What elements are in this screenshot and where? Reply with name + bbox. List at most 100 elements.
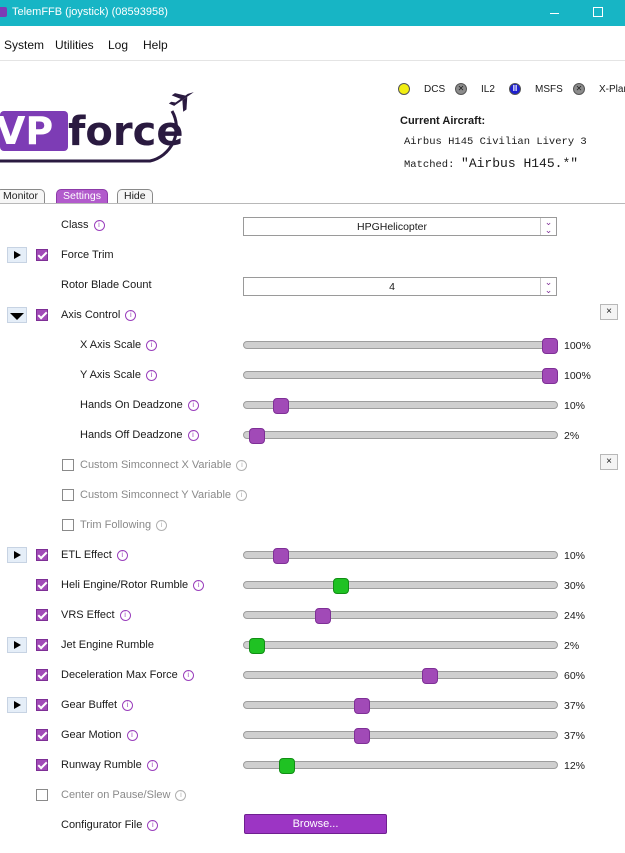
decel-checkbox[interactable] bbox=[36, 669, 48, 681]
browse-button[interactable]: Browse... bbox=[244, 814, 387, 834]
slider-handle[interactable] bbox=[272, 548, 289, 564]
info-icon[interactable]: i bbox=[193, 580, 205, 591]
expand-force-trim-button[interactable] bbox=[7, 247, 27, 263]
info-icon[interactable]: i bbox=[146, 340, 158, 351]
trim-following-checkbox[interactable] bbox=[62, 519, 74, 531]
slider-handle[interactable] bbox=[272, 398, 289, 414]
hands-on-label-wrap: Hands On Deadzone i bbox=[80, 399, 199, 411]
runway-label: Runway Rumble bbox=[61, 759, 142, 771]
heli-engine-checkbox[interactable] bbox=[36, 579, 48, 591]
matched-row: Matched: "Airbus H145.*" bbox=[404, 156, 578, 171]
tab-settings[interactable]: Settings bbox=[56, 189, 108, 203]
expand-gear-buffet-button[interactable] bbox=[7, 697, 27, 713]
slider-handle[interactable] bbox=[314, 608, 331, 624]
slider-handle[interactable] bbox=[278, 758, 295, 774]
maximize-button[interactable] bbox=[587, 2, 609, 22]
expand-jet-engine-button[interactable] bbox=[7, 637, 27, 653]
sim-dcs-indicator-icon bbox=[398, 83, 410, 95]
gear-buffet-slider[interactable] bbox=[243, 698, 558, 714]
info-icon[interactable]: i bbox=[187, 430, 199, 441]
x-axis-label-wrap: X Axis Scale i bbox=[80, 339, 158, 351]
info-icon[interactable]: i bbox=[146, 760, 158, 771]
etl-slider[interactable] bbox=[243, 548, 558, 564]
rotor-blade-dropdown[interactable]: 4 ⌄ ⌄ bbox=[243, 277, 557, 296]
menu-utilities[interactable]: Utilities bbox=[55, 38, 94, 52]
jet-engine-value: 2% bbox=[564, 640, 580, 652]
slider-handle[interactable] bbox=[542, 338, 558, 354]
menu-help[interactable]: Help bbox=[143, 38, 168, 52]
slider-handle[interactable] bbox=[248, 428, 265, 444]
slider-handle[interactable] bbox=[542, 368, 558, 384]
setting-row-hands-off: Hands Off Deadzone i 2% bbox=[0, 420, 625, 450]
gear-motion-checkbox[interactable] bbox=[36, 729, 48, 741]
heli-engine-slider[interactable] bbox=[243, 578, 558, 594]
collapse-axis-control-button[interactable] bbox=[7, 307, 27, 323]
info-icon[interactable]: i bbox=[175, 790, 187, 801]
slider-handle[interactable] bbox=[332, 578, 349, 594]
info-icon[interactable]: i bbox=[122, 700, 134, 711]
rotor-blade-label: Rotor Blade Count bbox=[61, 279, 152, 291]
expand-right-icon bbox=[14, 251, 21, 259]
hands-off-slider[interactable] bbox=[243, 428, 558, 444]
info-icon[interactable]: i bbox=[182, 670, 194, 681]
center-pause-checkbox[interactable] bbox=[36, 789, 48, 801]
jet-engine-label-wrap: Jet Engine Rumble bbox=[61, 639, 154, 651]
slider-track bbox=[243, 341, 558, 349]
logo-text-left: VP bbox=[0, 109, 53, 153]
x-axis-slider[interactable] bbox=[243, 338, 558, 354]
custom-y-checkbox[interactable] bbox=[62, 489, 74, 501]
info-icon[interactable]: i bbox=[119, 610, 131, 621]
menu-system[interactable]: System bbox=[4, 38, 45, 52]
slider-track bbox=[243, 431, 558, 439]
info-icon[interactable]: i bbox=[125, 310, 137, 321]
hands-on-slider[interactable] bbox=[243, 398, 558, 414]
sim-il2-label: IL2 bbox=[481, 84, 495, 95]
info-icon[interactable]: i bbox=[126, 730, 138, 741]
force-trim-checkbox[interactable] bbox=[36, 249, 48, 261]
etl-checkbox[interactable] bbox=[36, 549, 48, 561]
setting-row-center-pause: Center on Pause/Slew i bbox=[0, 780, 625, 810]
tab-hide[interactable]: Hide bbox=[117, 189, 153, 203]
info-icon[interactable]: i bbox=[187, 400, 199, 411]
setting-row-jet-engine: Jet Engine Rumble 2% bbox=[0, 630, 625, 660]
runway-checkbox[interactable] bbox=[36, 759, 48, 771]
jet-engine-slider[interactable] bbox=[243, 638, 558, 654]
slider-handle[interactable] bbox=[353, 728, 370, 744]
decel-label: Deceleration Max Force bbox=[61, 669, 178, 681]
runway-slider[interactable] bbox=[243, 758, 558, 774]
gear-buffet-label: Gear Buffet bbox=[61, 699, 118, 711]
info-icon[interactable]: i bbox=[236, 460, 248, 471]
jet-engine-checkbox[interactable] bbox=[36, 639, 48, 651]
setting-row-y-axis: Y Axis Scale i 100% bbox=[0, 360, 625, 390]
info-icon[interactable]: i bbox=[93, 220, 105, 231]
rotor-blade-dropdown-value: 4 bbox=[389, 281, 395, 293]
custom-x-reset-button[interactable]: × bbox=[600, 454, 618, 470]
info-icon[interactable]: i bbox=[156, 520, 168, 531]
y-axis-slider[interactable] bbox=[243, 368, 558, 384]
custom-x-checkbox[interactable] bbox=[62, 459, 74, 471]
info-icon[interactable]: i bbox=[116, 550, 128, 561]
expand-etl-button[interactable] bbox=[7, 547, 27, 563]
info-icon[interactable]: i bbox=[236, 490, 248, 501]
minimize-button[interactable] bbox=[544, 2, 566, 22]
gear-buffet-checkbox[interactable] bbox=[36, 699, 48, 711]
trim-following-label: Trim Following bbox=[80, 519, 152, 531]
menu-log[interactable]: Log bbox=[108, 38, 129, 52]
vrs-slider[interactable] bbox=[243, 608, 558, 624]
slider-handle[interactable] bbox=[422, 668, 439, 684]
slider-handle[interactable] bbox=[248, 638, 265, 654]
slider-track bbox=[243, 401, 558, 409]
class-dropdown-value: HPGHelicopter bbox=[356, 221, 428, 233]
info-icon[interactable]: i bbox=[145, 370, 157, 381]
gear-motion-slider[interactable] bbox=[243, 728, 558, 744]
axis-control-checkbox[interactable] bbox=[36, 309, 48, 321]
info-icon[interactable]: i bbox=[147, 820, 159, 831]
tab-monitor[interactable]: Monitor bbox=[0, 189, 46, 203]
vrs-checkbox[interactable] bbox=[36, 609, 48, 621]
class-dropdown[interactable]: HPGHelicopter ⌄ ⌄ bbox=[243, 217, 557, 236]
slider-handle[interactable] bbox=[353, 698, 370, 714]
axis-control-reset-button[interactable]: × bbox=[600, 304, 618, 320]
window-title: TelemFFB (joystick) (08593958) bbox=[12, 6, 168, 18]
decel-slider[interactable] bbox=[243, 668, 558, 684]
vrs-label-wrap: VRS Effect i bbox=[61, 609, 131, 621]
